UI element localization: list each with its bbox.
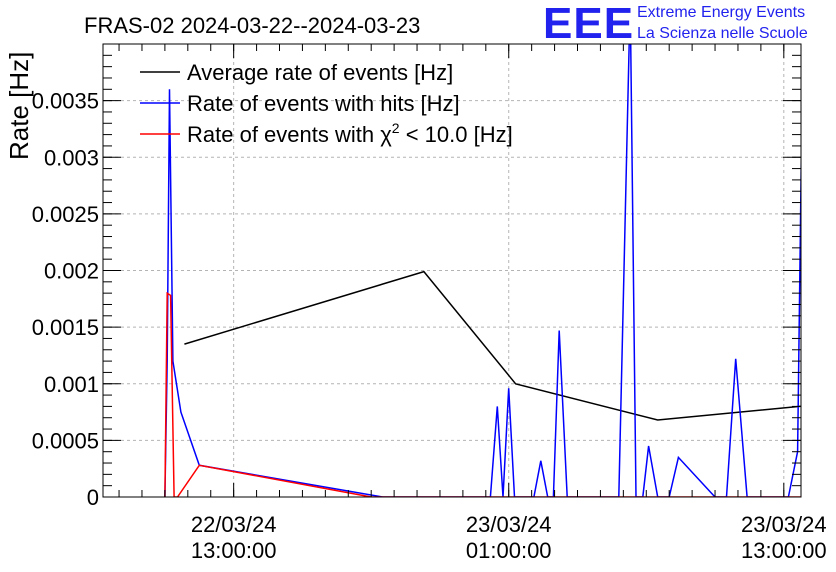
- legend-label-0: Average rate of events [Hz]: [187, 60, 453, 85]
- y-axis-label: Rate [Hz]: [4, 52, 34, 160]
- x-tick-label-date: 23/03/24: [466, 512, 552, 537]
- y-tick-label: 0.0005: [32, 428, 99, 453]
- y-tick-label: 0: [87, 485, 99, 510]
- x-tick-label-time: 13:00:00: [741, 538, 827, 563]
- legend: Average rate of events [Hz] Rate of event…: [140, 60, 513, 147]
- legend-label-1: Rate of events with hits [Hz]: [187, 91, 460, 116]
- x-tick-label-date: 23/03/24: [741, 512, 827, 537]
- series-lines: [164, 44, 801, 497]
- y-tick-label: 0.002: [44, 259, 99, 284]
- y-tick-label: 0.0025: [32, 202, 99, 227]
- y-tick-label: 0.0015: [32, 315, 99, 340]
- y-tick-label: 0.003: [44, 145, 99, 170]
- series-line-0: [184, 270, 801, 421]
- legend-label-2: Rate of events with χ2 < 10.0 [Hz]: [187, 120, 513, 147]
- brand-line-1: Extreme Energy Events: [637, 4, 806, 21]
- series-line-1: [164, 44, 801, 497]
- x-tick-label-time: 13:00:00: [191, 538, 277, 563]
- axes: 0 0.0005 0.001 0.0015 0.002 0.0025 0.003 0.0035…: [32, 43, 827, 563]
- x-tick-label-date: 22/03/24: [191, 512, 277, 537]
- x-tick-label-time: 01:00:00: [466, 538, 552, 563]
- chart-title: FRAS-02 2024-03-22--2024-03-23: [84, 13, 420, 38]
- series-line-2: [164, 291, 801, 497]
- brand-line-2: La Scienza nelle Scuole: [637, 25, 808, 42]
- grid-lines: [103, 44, 801, 497]
- eee-logo: EEE: [543, 0, 635, 48]
- y-tick-label: 0.001: [44, 372, 99, 397]
- y-tick-label: 0.0035: [32, 89, 99, 114]
